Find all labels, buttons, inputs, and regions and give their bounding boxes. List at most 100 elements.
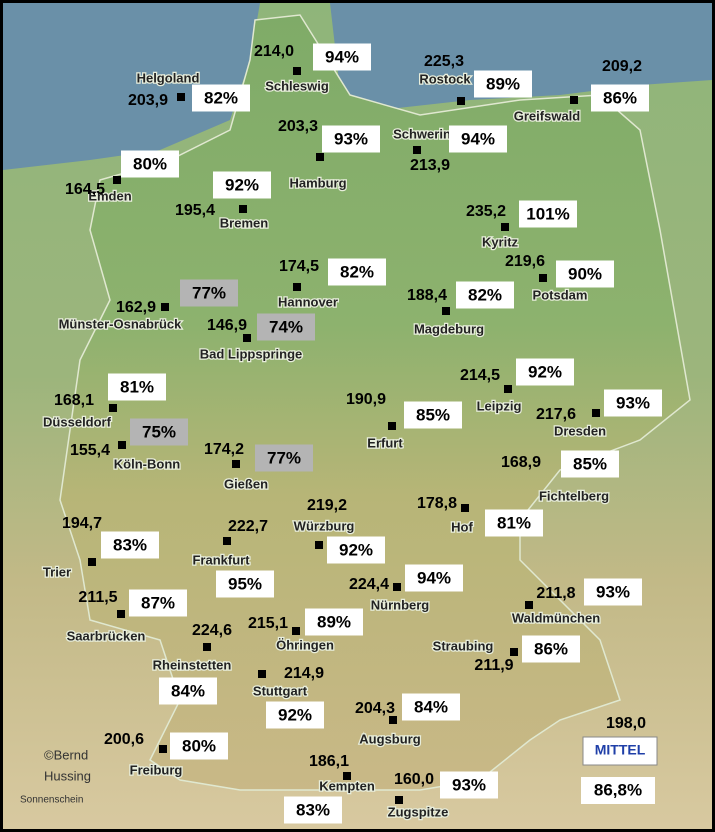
station-hours: 209,2: [602, 58, 642, 75]
station-percent: 81%: [120, 377, 154, 396]
station-name: Kyritz: [482, 234, 519, 249]
station-percent: 94%: [461, 129, 495, 148]
percent-box: [284, 796, 342, 824]
station-percent: 83%: [296, 800, 330, 819]
station-name: Köln-Bonn: [114, 456, 180, 471]
station-name: Gießen: [224, 476, 268, 491]
percent-box: [192, 84, 250, 112]
station-marker: [413, 146, 421, 154]
station-name: Freiburg: [130, 762, 183, 777]
percent-box: [101, 531, 159, 559]
station-marker: [203, 643, 211, 651]
station-name: Fichtelberg: [539, 488, 609, 503]
station-hours: 203,9: [128, 92, 168, 109]
station-hours: 203,3: [278, 118, 318, 135]
station-hours: 168,9: [501, 454, 541, 471]
baltic-sea: [330, 3, 712, 110]
station-percent: 75%: [142, 422, 176, 441]
station-marker: [293, 67, 301, 75]
station-name: Schwerin: [393, 126, 451, 141]
station-name: Waldmünchen: [512, 610, 600, 625]
percent-box: [485, 509, 543, 537]
credit-line: ©Bernd: [44, 747, 88, 762]
station-percent: 86%: [603, 88, 637, 107]
station-marker: [161, 303, 169, 311]
station-hours: 215,1: [248, 615, 288, 632]
station-marker: [539, 274, 547, 282]
station-marker: [113, 176, 121, 184]
station-percent: 92%: [339, 540, 373, 559]
average-percent-box: [581, 777, 655, 804]
station-hours: 200,6: [104, 731, 144, 748]
station-percent: 94%: [325, 47, 359, 66]
station-hours: 219,2: [307, 497, 347, 514]
station-name: Leipzig: [477, 398, 522, 413]
station-percent: 92%: [278, 705, 312, 724]
station-name: Potsdam: [533, 287, 588, 302]
station-hours: 235,2: [466, 203, 506, 220]
percent-box: [474, 70, 532, 98]
credit-line: Hussing: [44, 768, 91, 783]
percent-box: [305, 608, 363, 636]
station-marker: [117, 610, 125, 618]
station-marker: [525, 601, 533, 609]
percent-box: [130, 418, 188, 446]
station-percent: 85%: [573, 454, 607, 473]
percent-box: [313, 43, 371, 71]
station-marker: [159, 745, 167, 753]
percent-box: [180, 279, 238, 307]
station-hours: 213,9: [410, 157, 450, 174]
station-percent: 84%: [171, 681, 205, 700]
station-marker: [118, 441, 126, 449]
percent-box: [449, 125, 507, 153]
percent-box: [402, 693, 460, 721]
station-hours: 174,5: [279, 258, 319, 275]
station-hours: 194,7: [62, 515, 102, 532]
percent-box: [257, 313, 315, 341]
station-marker: [293, 283, 301, 291]
percent-box: [108, 373, 166, 401]
percent-box: [604, 389, 662, 417]
station-name: Kempten: [319, 778, 375, 793]
station-name: Bremen: [220, 215, 268, 230]
station-name: Augsburg: [359, 731, 420, 746]
station-name: Emden: [88, 188, 131, 203]
average-label: MITTEL: [595, 742, 646, 758]
average-percent: 86,8%: [594, 780, 642, 799]
station-name: Bad Lippspringe: [200, 346, 303, 361]
north-sea: [3, 3, 260, 170]
station-marker: [501, 223, 509, 231]
station-percent: 87%: [141, 593, 175, 612]
station-percent: 85%: [416, 405, 450, 424]
station-hours: 214,5: [460, 367, 500, 384]
station-marker: [389, 716, 397, 724]
stations: Schleswig 214,0 94% Helgoland 203,9 82% Rostoc…: [42, 43, 662, 824]
percent-box: [159, 677, 217, 705]
station-marker: [243, 334, 251, 342]
percent-box: [322, 125, 380, 153]
station-name: Stuttgart: [253, 683, 308, 698]
station-hours: 224,6: [192, 622, 232, 639]
station-percent: 82%: [204, 88, 238, 107]
station-marker: [504, 385, 512, 393]
station-marker: [88, 558, 96, 566]
station-percent: 77%: [267, 448, 301, 467]
station-marker: [461, 504, 469, 512]
percent-box: [327, 536, 385, 564]
station-hours: 168,1: [54, 392, 94, 409]
station-percent: 92%: [528, 362, 562, 381]
station-percent: 82%: [340, 262, 374, 281]
station-name: Hof: [451, 519, 473, 534]
station-marker: [258, 670, 266, 678]
station-marker: [395, 796, 403, 804]
station-marker: [223, 537, 231, 545]
station-name: Dresden: [554, 423, 606, 438]
station-name: Frankfurt: [192, 552, 250, 567]
station-marker: [177, 93, 185, 101]
station-name: Greifswald: [514, 108, 581, 123]
percent-box: [591, 84, 649, 112]
percent-box: [516, 358, 574, 386]
station-percent: 93%: [452, 775, 486, 794]
station-hours: 214,9: [284, 665, 324, 682]
station-name: Saarbrücken: [67, 628, 146, 643]
